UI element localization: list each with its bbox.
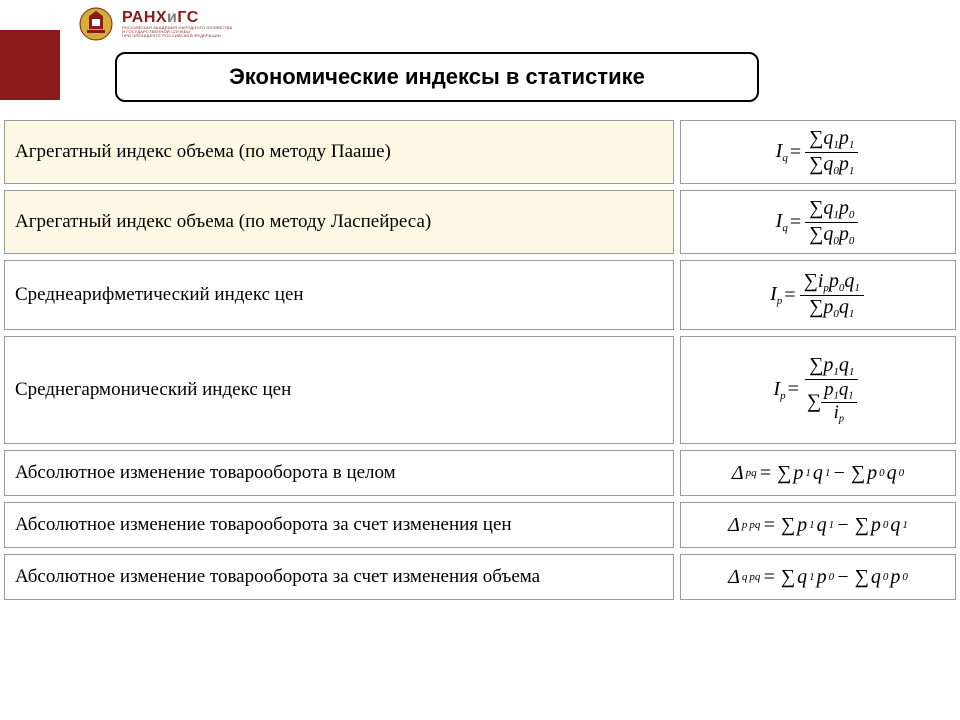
index-description: Агрегатный индекс объема (по методу Пааш…: [4, 120, 674, 184]
table-row: Среднеарифметический индекс ценIp = ∑ipp…: [4, 260, 956, 330]
brand-subtitle: РОССИЙСКАЯ АКАДЕМИЯ НАРОДНОГО ХОЗЯЙСТВА …: [122, 26, 233, 38]
index-formula: Ip = ∑ipp0q1∑p0q1: [680, 260, 956, 330]
index-description: Среднегармонический индекс цен: [4, 336, 674, 444]
page-title: Экономические индексы в статистике: [229, 64, 645, 90]
index-description: Среднеарифметический индекс цен: [4, 260, 674, 330]
table-row: Абсолютное изменение товарооборота за сч…: [4, 554, 956, 600]
table-row: Абсолютное изменение товарооборота в цел…: [4, 450, 956, 496]
page-title-box: Экономические индексы в статистике: [115, 52, 759, 102]
index-formula: Iq = ∑q1p0∑q0p0: [680, 190, 956, 254]
crest-icon: [78, 6, 114, 42]
index-description: Абсолютное изменение товарооборота в цел…: [4, 450, 674, 496]
table-row: Абсолютное изменение товарооборота за сч…: [4, 502, 956, 548]
index-table: Агрегатный индекс объема (по методу Пааш…: [4, 120, 956, 606]
index-formula: Δppq= ∑p1q1 − ∑p0q1: [680, 502, 956, 548]
index-description: Агрегатный индекс объема (по методу Ласп…: [4, 190, 674, 254]
index-description: Абсолютное изменение товарооборота за сч…: [4, 502, 674, 548]
accent-sidebar: [0, 30, 60, 100]
index-description: Абсолютное изменение товарооборота за сч…: [4, 554, 674, 600]
table-row: Агрегатный индекс объема (по методу Пааш…: [4, 120, 956, 184]
index-formula: Δpq= ∑p1q1 − ∑p0q0: [680, 450, 956, 496]
brand-block: РАНХиГС РОССИЙСКАЯ АКАДЕМИЯ НАРОДНОГО ХО…: [78, 6, 233, 42]
index-formula: Iq = ∑q1p1∑q0p1: [680, 120, 956, 184]
index-formula: Ip = ∑p1q1∑p1q1ip: [680, 336, 956, 444]
index-formula: Δqpq= ∑q1p0 − ∑q0p0: [680, 554, 956, 600]
brand-name: РАНХиГС: [122, 10, 233, 26]
table-row: Среднегармонический индекс ценIp = ∑p1q1…: [4, 336, 956, 444]
table-row: Агрегатный индекс объема (по методу Ласп…: [4, 190, 956, 254]
